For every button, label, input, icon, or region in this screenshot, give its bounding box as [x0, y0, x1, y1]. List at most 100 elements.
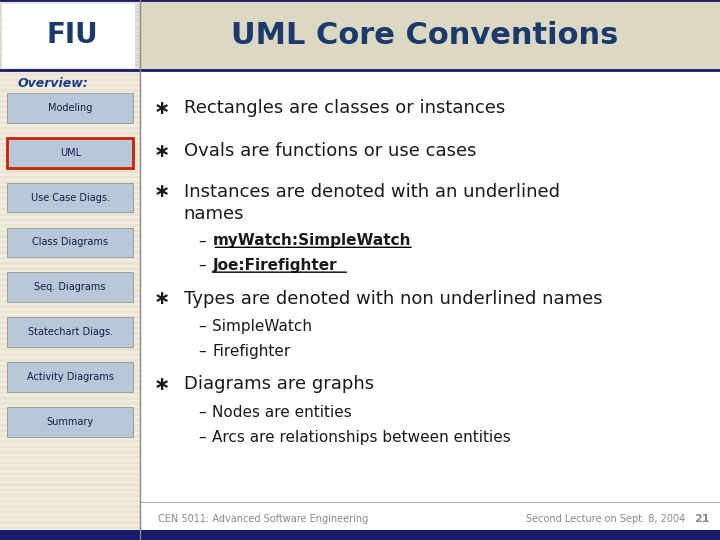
Bar	[0, 332, 140, 335]
Bar	[0, 524, 140, 526]
Bar	[0, 194, 140, 197]
Bar	[0, 259, 140, 262]
Bar	[0, 467, 140, 470]
Bar	[0, 64, 140, 65]
Bar	[0, 94, 140, 97]
Bar	[0, 15, 140, 16]
Bar	[0, 294, 140, 297]
Bar	[0, 413, 140, 416]
Bar	[0, 24, 140, 27]
Bar	[0, 34, 140, 35]
Bar	[0, 340, 140, 343]
Bar	[0, 192, 140, 194]
Bar	[0, 281, 140, 284]
Bar	[0, 23, 140, 24]
Bar	[0, 63, 140, 64]
Bar	[0, 151, 140, 154]
Bar	[0, 375, 140, 378]
Bar	[0, 42, 140, 43]
Bar	[0, 289, 140, 292]
Bar	[0, 130, 140, 132]
Bar	[0, 20, 140, 21]
Bar	[0, 40, 140, 41]
Bar	[0, 478, 140, 481]
Bar	[0, 464, 140, 467]
Bar	[0, 62, 140, 65]
Bar	[0, 267, 140, 270]
Bar	[0, 3, 140, 5]
Bar	[0, 140, 140, 143]
Bar	[0, 27, 140, 30]
Text: myWatch:SimpleWatch: myWatch:SimpleWatch	[212, 233, 411, 248]
Text: Diagrams are graphs: Diagrams are graphs	[184, 375, 374, 394]
Bar	[0, 58, 140, 60]
Bar	[0, 31, 140, 33]
Bar	[0, 184, 140, 186]
Bar	[0, 9, 140, 10]
Bar	[0, 256, 140, 259]
Bar	[0, 370, 140, 373]
Bar	[0, 224, 140, 227]
Text: CEN 5011: Advanced Software Engineering: CEN 5011: Advanced Software Engineering	[158, 515, 369, 524]
Bar	[0, 327, 140, 329]
Bar	[0, 105, 140, 108]
Text: ∗: ∗	[154, 182, 170, 201]
Bar	[0, 37, 140, 39]
Text: Activity Diagrams: Activity Diagrams	[27, 372, 114, 382]
Text: Joe:Firefighter: Joe:Firefighter	[212, 258, 337, 273]
Text: Firefighter: Firefighter	[212, 344, 291, 359]
Bar	[0, 46, 140, 49]
Bar	[0, 38, 140, 40]
Bar	[0, 232, 140, 235]
Bar	[0, 143, 140, 146]
Bar	[0, 25, 140, 26]
Bar	[0, 373, 140, 375]
Bar	[0, 208, 140, 211]
Bar	[0, 516, 140, 518]
Bar	[0, 30, 140, 31]
Bar	[0, 61, 140, 62]
Bar	[0, 16, 140, 19]
Bar	[0, 400, 140, 402]
Bar	[0, 356, 140, 359]
Text: ∗: ∗	[154, 375, 170, 394]
Bar	[0, 14, 140, 15]
Bar	[0, 81, 140, 84]
Bar	[0, 378, 140, 381]
Bar	[0, 69, 140, 70]
Bar	[0, 167, 140, 170]
Bar	[0, 5, 140, 6]
Bar	[0, 418, 140, 421]
Bar	[0, 33, 140, 34]
Bar	[0, 22, 140, 23]
Bar	[0, 14, 140, 16]
Bar	[0, 65, 140, 68]
Bar	[0, 432, 140, 435]
Bar	[0, 265, 140, 267]
Bar	[2, 4, 135, 68]
Bar	[0, 66, 140, 68]
Bar	[0, 30, 140, 32]
Bar	[0, 338, 140, 340]
Bar	[0, 410, 140, 413]
Bar	[0, 394, 140, 397]
Bar	[0, 443, 140, 445]
Bar	[0, 472, 140, 475]
Bar	[0, 321, 140, 324]
Bar	[140, 502, 720, 540]
Bar	[0, 0, 140, 3]
Bar	[0, 532, 140, 535]
Bar	[0, 481, 140, 483]
Bar	[0, 329, 140, 332]
Bar	[0, 56, 140, 57]
Bar	[0, 6, 140, 7]
Text: ∗: ∗	[154, 289, 170, 308]
Bar	[0, 148, 140, 151]
Bar	[0, 12, 140, 13]
Bar	[0, 335, 140, 338]
Bar	[0, 57, 140, 58]
Bar	[0, 454, 140, 456]
Bar	[0, 113, 140, 116]
Text: –: –	[198, 258, 205, 273]
Bar	[0, 40, 140, 43]
